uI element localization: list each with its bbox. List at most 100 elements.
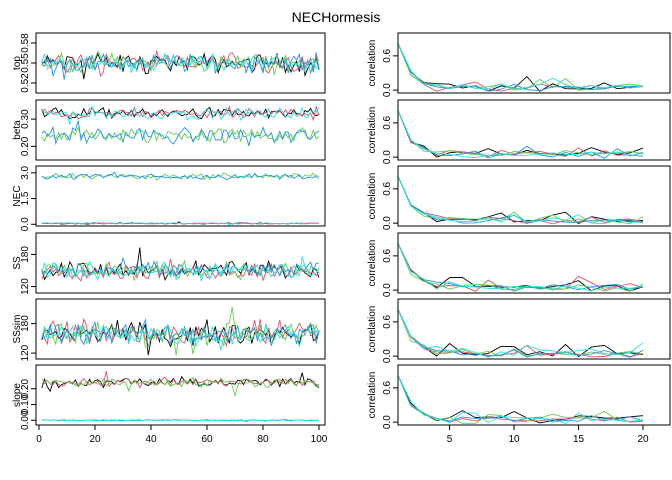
acf-3-ytick-label: 0.6 <box>382 181 393 195</box>
trace-top-chain-5-line <box>41 53 320 75</box>
acf-4-ytick-label: 0.0 <box>382 283 393 297</box>
acf-2-panel <box>397 99 671 161</box>
trace-sssim-ytick-label: 180 <box>20 315 31 332</box>
trace-slope-chain-1-line <box>41 372 320 393</box>
trace-sssim-ytick-label: 120 <box>20 344 31 361</box>
acf-2-ylabel: correlation <box>367 107 378 154</box>
trace-slope-chain-3-line <box>41 376 320 398</box>
acf-1-ytick-label: 0.6 <box>382 48 393 62</box>
trace-sssim-ylabel: SSsim <box>12 315 23 344</box>
acf-4-frame <box>397 232 671 294</box>
acf-1-ytick-label: 0.0 <box>382 83 393 97</box>
trace-sssim-chain-5-line <box>41 323 320 351</box>
trace-xtick-label: 100 <box>311 434 328 445</box>
trace-slope-chain-5-line <box>41 418 320 422</box>
acf-3-frame <box>397 165 671 227</box>
acf-3-series-5-line <box>397 176 643 225</box>
acf-1-series-5-line <box>397 43 644 90</box>
trace-sssim-chain-4-line <box>41 317 320 346</box>
trace-top-ytick-label: 0.55 <box>20 53 31 73</box>
acf-3-series-4-line <box>397 176 644 224</box>
acf-6-panel <box>397 364 671 426</box>
acf-4-ylabel: correlation <box>367 240 378 287</box>
acf-2-frame <box>397 99 671 161</box>
acf-6-series-1-line <box>397 375 644 424</box>
acf-1-series-1-line <box>397 43 644 92</box>
acf-6-frame <box>397 364 671 426</box>
acf-1-panel <box>397 32 671 94</box>
trace-sssim-panel <box>35 298 326 360</box>
trace-top-ylabel: top <box>12 56 23 70</box>
acf-5-series-2-line <box>397 309 644 358</box>
trace-sssim-chain-3-line <box>41 307 320 356</box>
acf-6-series-3-line <box>397 375 644 424</box>
acf-2-ytick-label: 0.6 <box>382 115 393 129</box>
trace-ss-ytick-label: 180 <box>20 246 31 263</box>
trace-nec-frame <box>35 165 326 227</box>
trace-beta-chain-2-line <box>41 104 320 122</box>
acf-5-panel <box>397 298 671 360</box>
trace-ss-panel <box>35 232 326 294</box>
acf-4-series-4-line <box>397 243 644 292</box>
acf-6-ylabel: correlation <box>367 372 378 419</box>
acf-6-series-5-line <box>397 375 644 424</box>
acf-5-frame <box>397 298 671 360</box>
trace-xtick-label: 60 <box>201 434 213 445</box>
chart-title: NECHormesis <box>292 9 381 25</box>
trace-nec-ytick-label: 3.0 <box>20 165 31 179</box>
trace-xtick-label: 0 <box>36 434 42 445</box>
acf-5-ylabel: correlation <box>367 306 378 353</box>
trace-top-panel <box>35 32 326 94</box>
trace-beta-ytick-label: 0.30 <box>20 109 31 129</box>
trace-beta-chain-5-line <box>41 105 320 125</box>
acf-xtick-label: 20 <box>637 434 649 445</box>
trace-slope-ytick-label: 0.20 <box>20 379 31 399</box>
trace-xtick-label: 20 <box>89 434 101 445</box>
acf-5-ytick-label: 0.0 <box>382 349 393 363</box>
acf-5-series-4-line <box>397 309 644 358</box>
acf-6-ytick-label: 0.0 <box>382 415 393 429</box>
trace-ss-chain-5-line <box>41 256 320 282</box>
acf-1-ylabel: correlation <box>367 40 378 87</box>
trace-top-ytick-label: 0.52 <box>20 73 31 93</box>
trace-xtick-label: 80 <box>257 434 269 445</box>
trace-nec-ytick-label: 1.5 <box>20 191 31 205</box>
trace-sssim-chain-1-line <box>41 319 320 356</box>
acf-1-series-4-line <box>397 43 644 92</box>
trace-ss-ytick-label: 120 <box>20 278 31 295</box>
trace-top-ytick-label: 0.58 <box>20 33 31 53</box>
trace-beta-panel <box>35 99 326 161</box>
acf-xtick-label: 15 <box>573 434 585 445</box>
trace-beta-ylabel: beta <box>12 120 23 140</box>
acf-5-ytick-label: 0.6 <box>382 314 393 328</box>
acf-2-series-3-line <box>397 110 644 157</box>
acf-4-series-5-line <box>397 243 644 292</box>
acf-3-ytick-label: 0.0 <box>382 216 393 230</box>
acf-xtick-label: 5 <box>447 434 453 445</box>
acf-4-series-3-line <box>397 243 644 292</box>
trace-xtick-label: 40 <box>145 434 157 445</box>
trace-ss-ylabel: SS <box>12 256 23 270</box>
trace-ss-chain-4-line <box>41 256 320 279</box>
acf-3-series-1-line <box>397 176 644 225</box>
trace-beta-frame <box>35 99 326 161</box>
acf-2-series-2-line <box>397 110 644 157</box>
trace-nec-chain-4-line <box>41 171 320 181</box>
acf-2-ytick-label: 0.0 <box>382 150 393 164</box>
trace-ss-frame <box>35 232 326 294</box>
acf-6-ytick-label: 0.6 <box>382 380 393 394</box>
trace-slope-ytick-label: 0.10 <box>20 394 31 414</box>
acf-2-series-4-line <box>397 110 644 159</box>
acf-4-panel <box>397 232 671 294</box>
acf-4-ytick-label: 0.6 <box>382 248 393 262</box>
trace-nec-panel <box>35 165 326 227</box>
acf-5-series-5-line <box>397 309 644 358</box>
acf-5-series-3-line <box>397 309 644 357</box>
acf-3-ylabel: correlation <box>367 173 378 220</box>
acf-1-frame <box>397 32 671 94</box>
trace-sssim-frame <box>35 298 326 360</box>
acf-2-series-5-line <box>397 110 644 159</box>
acf-xtick-label: 10 <box>508 434 520 445</box>
